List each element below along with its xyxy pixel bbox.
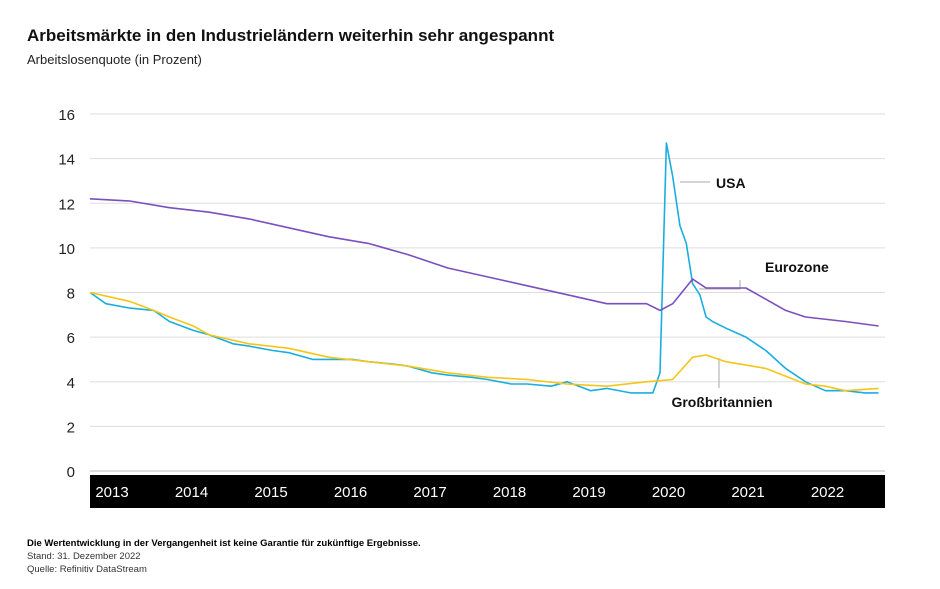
y-tick-label: 2	[67, 419, 75, 436]
x-tick-label: 2018	[493, 484, 526, 501]
x-tick-label: 2019	[572, 484, 605, 501]
y-tick-label: 12	[58, 196, 75, 213]
series-line-eurozone	[89, 198, 879, 327]
series-label: Eurozone	[765, 259, 829, 275]
x-tick-label: 2016	[334, 484, 367, 501]
y-tick-label: 4	[67, 375, 75, 392]
x-tick-label: 2020	[652, 484, 685, 501]
stand-date: Stand: 31. Dezember 2022	[27, 551, 141, 562]
y-tick-label: 6	[67, 330, 75, 347]
chart-title: Arbeitsmärkte in den Industrieländern we…	[27, 26, 555, 45]
x-tick-label: 2022	[811, 484, 844, 501]
x-axis-band	[90, 475, 885, 508]
x-tick-label: 2015	[254, 484, 287, 501]
x-tick-label: 2017	[413, 484, 446, 501]
x-tick-label: 2014	[175, 484, 208, 501]
series-label: Großbritannien	[671, 394, 772, 410]
y-tick-label: 0	[67, 464, 75, 481]
y-tick-label: 14	[58, 152, 75, 169]
y-tick-label: 16	[58, 107, 75, 124]
y-tick-label: 10	[58, 241, 75, 258]
series-line-großbritannien	[89, 291, 879, 392]
source: Quelle: Refinitiv DataStream	[27, 564, 147, 575]
chart-subtitle: Arbeitslosenquote (in Prozent)	[27, 52, 202, 67]
leader-eurozone	[699, 280, 741, 290]
x-tick-label: 2021	[731, 484, 764, 501]
disclaimer: Die Wertentwicklung in der Vergangenheit…	[27, 538, 421, 549]
y-tick-label: 8	[67, 286, 75, 303]
series-line-usa	[89, 142, 879, 394]
series-label: USA	[716, 175, 746, 191]
x-tick-label: 2013	[95, 484, 128, 501]
